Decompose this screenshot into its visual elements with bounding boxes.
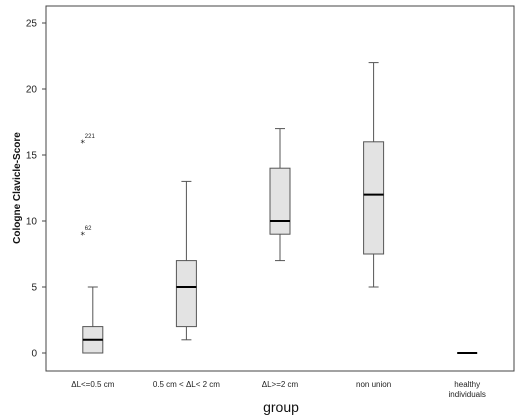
x-axis: ΔL<=0.5 cm 0.5 cm < ΔL< 2 cm ΔL>=2 cm non u… xyxy=(71,380,486,399)
box-group-4 xyxy=(363,62,385,288)
box-group-3 xyxy=(269,128,291,262)
y-tick-label-25: 25 xyxy=(26,19,38,30)
category-label: individuals xyxy=(449,390,486,399)
y-tick-label-0: 0 xyxy=(31,349,37,360)
category-label: ΔL<=0.5 cm xyxy=(71,380,114,389)
category-label: ΔL>=2 cm xyxy=(262,380,299,389)
category-label: non union xyxy=(356,380,391,389)
y-tick-label-15: 15 xyxy=(26,151,38,162)
iqr-box xyxy=(175,260,197,328)
outlier-label: 221 xyxy=(85,134,96,140)
box-group-2 xyxy=(175,180,197,341)
boxes-layer: *221*62 xyxy=(81,62,478,354)
y-tick-label-10: 10 xyxy=(26,217,38,228)
outlier-marker: * xyxy=(81,231,86,241)
y-axis-title: Cologne Clavicle-Score xyxy=(12,132,23,244)
y-tick-label-5: 5 xyxy=(31,283,37,294)
outlier-label: 62 xyxy=(85,226,92,232)
iqr-box xyxy=(363,141,385,255)
y-axis: 0 5 10 15 20 25 xyxy=(26,19,46,360)
category-label: healthy xyxy=(454,380,480,389)
plot-frame xyxy=(45,5,515,372)
x-axis-title: group xyxy=(263,399,299,415)
box-group-1: *221*62 xyxy=(81,134,104,354)
iqr-box xyxy=(269,167,291,235)
category-label: 0.5 cm < ΔL< 2 cm xyxy=(153,380,220,389)
outlier-marker: * xyxy=(81,139,86,149)
y-tick-label-20: 20 xyxy=(26,85,38,96)
